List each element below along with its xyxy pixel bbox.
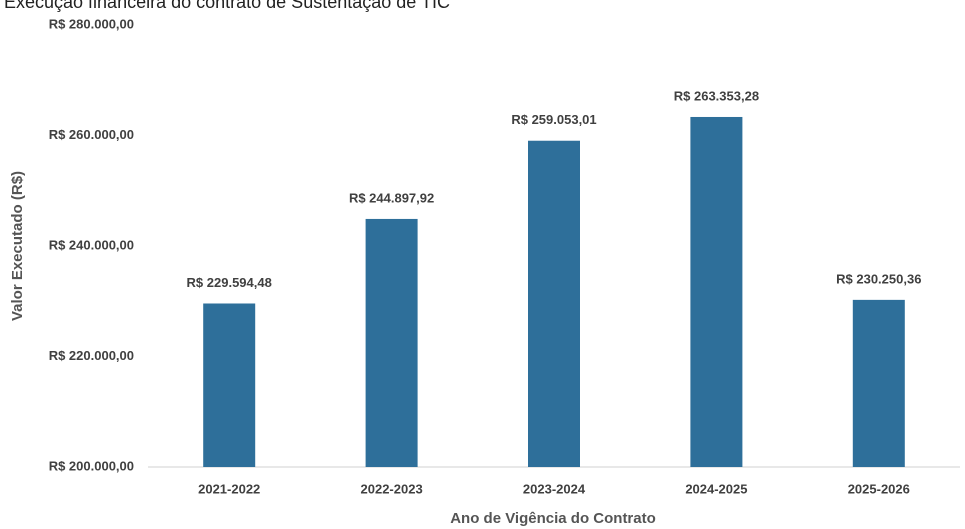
value-label: R$ 244.897,92	[349, 190, 434, 205]
value-label: R$ 259.053,01	[511, 112, 596, 127]
x-tick-label: 2021-2022	[198, 481, 260, 496]
y-tick-label: R$ 220.000,00	[49, 348, 134, 363]
bar	[690, 116, 743, 467]
x-tick-label: 2023-2024	[523, 481, 586, 496]
x-tick-label: 2024-2025	[685, 481, 747, 496]
value-label: R$ 263.353,28	[674, 88, 759, 103]
y-tick-label: R$ 240.000,00	[49, 237, 134, 252]
bar	[528, 140, 580, 467]
value-label: R$ 229.594,48	[187, 275, 272, 290]
y-tick-label: R$ 200.000,00	[49, 458, 134, 473]
y-tick-label: R$ 280.000,00	[49, 16, 134, 31]
bar	[203, 303, 256, 467]
x-tick-label: 2022-2023	[361, 481, 423, 496]
bar	[365, 218, 418, 467]
y-tick-label: R$ 260.000,00	[49, 127, 134, 142]
x-tick-label: 2025-2026	[848, 481, 910, 496]
value-label: R$ 230.250,36	[836, 271, 921, 286]
bar	[852, 299, 905, 467]
y-axis-title: Valor Executado (R$)	[9, 171, 26, 321]
chart-title: Execução financeira do contrato de Suste…	[4, 0, 450, 12]
x-axis-title: Ano de Vigência do Contrato	[450, 510, 656, 527]
